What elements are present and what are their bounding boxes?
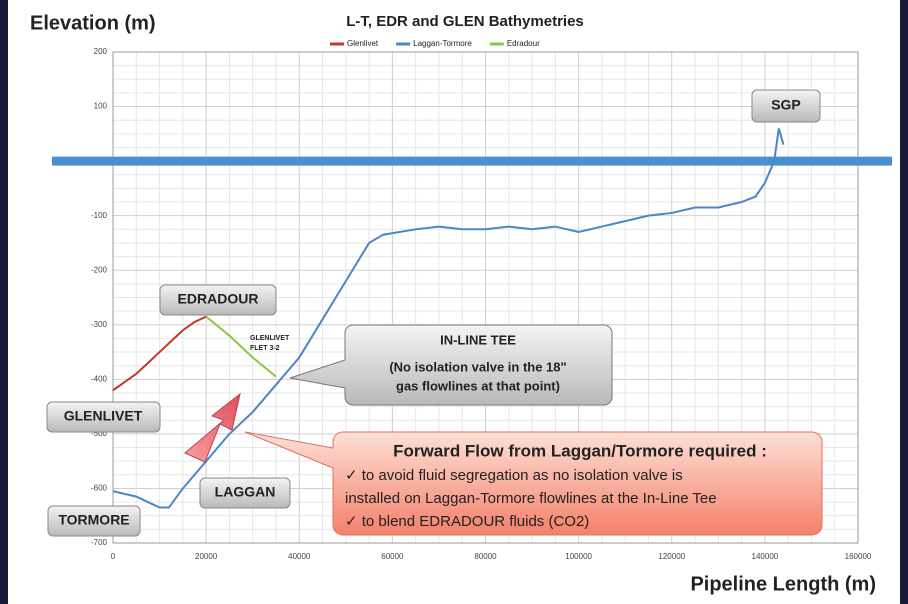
tee-text: gas flowlines at that point) (396, 378, 560, 393)
edradour-label: EDRADOUR (178, 291, 259, 307)
x-tick-label: 0 (111, 552, 116, 561)
tee-text: (No isolation valve in the 18" (389, 359, 566, 374)
y-axis-label: Elevation (m) (30, 12, 156, 34)
sgp-label: SGP (771, 97, 801, 113)
tee-callout (289, 324, 613, 406)
tee-title: IN-LINE TEE (440, 332, 516, 347)
y-tick-label: -600 (91, 484, 108, 493)
y-tick-label: -200 (91, 265, 108, 274)
x-tick-label: 100000 (565, 552, 592, 561)
label-box (751, 89, 821, 123)
y-tick-label: -500 (91, 429, 108, 438)
legend-label: Laggan-Tormore (413, 39, 472, 48)
x-tick-label: 40000 (288, 552, 311, 561)
flow-text: ✓ to blend EDRADOUR fluids (CO2) (345, 513, 589, 530)
frame (0, 0, 8, 604)
flet-label: GLENLIVET (250, 335, 290, 342)
tormore-label: TORMORE (58, 512, 129, 528)
x-axis-label: Pipeline Length (m) (690, 573, 876, 595)
plot-border (112, 51, 859, 544)
flow-text: installed on Laggan-Tormore flowlines at… (345, 490, 717, 507)
y-tick-label: -300 (91, 320, 108, 329)
flow-text: ✓ to avoid fluid segregation as no isola… (345, 467, 683, 484)
legend-label: Glenlivet (347, 39, 379, 48)
series-line (112, 315, 207, 392)
series-line (112, 128, 785, 509)
glenlivet-label: GLENLIVET (64, 408, 143, 424)
frame (900, 0, 908, 604)
laggan-label: LAGGAN (215, 484, 276, 500)
flow-title: Forward Flow from Laggan/Tormore require… (393, 441, 767, 460)
flow-callout (244, 431, 823, 536)
y-tick-label: -100 (91, 211, 108, 220)
x-tick-label: 120000 (658, 552, 685, 561)
chart-title: L-T, EDR and GLEN Bathymetries (346, 13, 584, 30)
x-tick-label: 80000 (474, 552, 497, 561)
flow-arrow (184, 392, 241, 463)
series-line (205, 315, 277, 378)
x-tick-label: 20000 (195, 552, 218, 561)
y-tick-label: -700 (91, 538, 108, 547)
label-box (199, 477, 291, 509)
x-tick-label: 160000 (845, 552, 872, 561)
x-tick-label: 140000 (752, 552, 779, 561)
x-tick-label: 60000 (381, 552, 404, 561)
y-tick-label: 100 (94, 102, 108, 111)
label-box (46, 401, 161, 433)
y-tick-label: -400 (91, 374, 108, 383)
flet-label: FLET 3-2 (250, 345, 280, 352)
label-box (47, 505, 141, 537)
y-tick-label: 200 (94, 47, 108, 56)
label-box (159, 284, 277, 316)
legend-label: Edradour (507, 39, 540, 48)
